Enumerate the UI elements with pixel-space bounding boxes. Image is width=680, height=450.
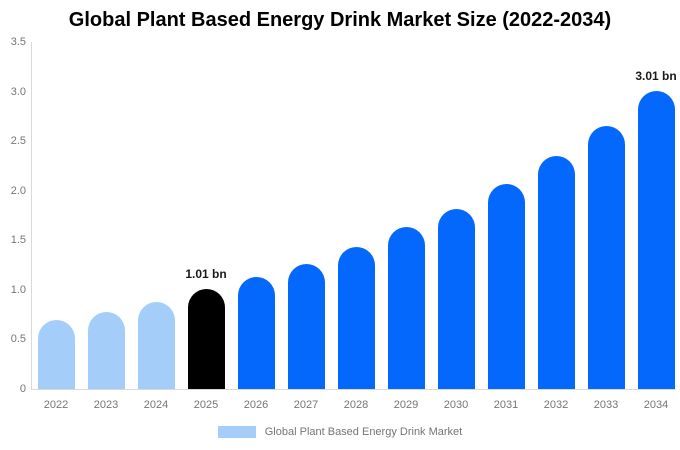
- y-tick-label-3.0: 3.0: [10, 85, 26, 98]
- y-tick-label-1.0: 1.0: [10, 283, 26, 296]
- x-tick-label-2034: 2034: [643, 399, 669, 411]
- legend-label[interactable]: Global Plant Based Energy Drink Market: [264, 426, 463, 438]
- x-tick-label-2023: 2023: [93, 399, 119, 411]
- bar-2028[interactable]: [337, 247, 375, 389]
- x-tick-label-2028: 2028: [343, 399, 369, 411]
- bar-2030[interactable]: [437, 208, 475, 389]
- bar-2022[interactable]: [37, 319, 75, 389]
- plot-area: 1.01 bn 3.01 bn: [31, 42, 677, 389]
- bar-value-label-2034: 3.01 bn: [635, 68, 677, 83]
- y-axis-line: [31, 42, 32, 390]
- x-tick-label-2025: 2025: [193, 399, 219, 411]
- bar-2026[interactable]: [237, 276, 275, 389]
- x-tick-label-2022: 2022: [43, 399, 69, 411]
- x-tick-label-2032: 2032: [543, 399, 569, 411]
- bar-2027[interactable]: [287, 264, 325, 389]
- y-tick-label-0.5: 0.5: [10, 333, 26, 346]
- y-tick-label-1.5: 1.5: [10, 234, 26, 247]
- x-tick-label-2033: 2033: [593, 399, 619, 411]
- bar-2031[interactable]: [487, 183, 525, 389]
- bar-2024[interactable]: [137, 301, 175, 389]
- legend: Global Plant Based Energy Drink Market: [0, 426, 680, 438]
- x-tick-label-2030: 2030: [443, 399, 469, 411]
- x-tick-label-2031: 2031: [493, 399, 519, 411]
- y-tick-label-3.5: 3.5: [10, 36, 26, 48]
- x-tick-label-2027: 2027: [293, 399, 319, 411]
- bar-2033[interactable]: [587, 126, 625, 389]
- bar-2034[interactable]: [637, 90, 675, 389]
- bar-2025[interactable]: [187, 288, 225, 389]
- x-tick-label-2024: 2024: [143, 399, 169, 411]
- bar-2029[interactable]: [387, 227, 425, 389]
- legend-swatch-icon[interactable]: [217, 426, 256, 438]
- bar-2032[interactable]: [537, 156, 575, 389]
- bar-2023[interactable]: [87, 311, 125, 389]
- bar-value-label-2025: 1.01 bn: [185, 266, 227, 281]
- y-tick-label-2.5: 2.5: [10, 135, 26, 148]
- y-tick-label-0: 0: [19, 383, 26, 395]
- x-tick-label-2026: 2026: [243, 399, 269, 411]
- x-axis-line: [31, 389, 676, 390]
- y-tick-label-2.0: 2.0: [10, 184, 26, 197]
- chart-title: Global Plant Based Energy Drink Market S…: [68, 9, 612, 31]
- x-tick-label-2029: 2029: [393, 399, 419, 411]
